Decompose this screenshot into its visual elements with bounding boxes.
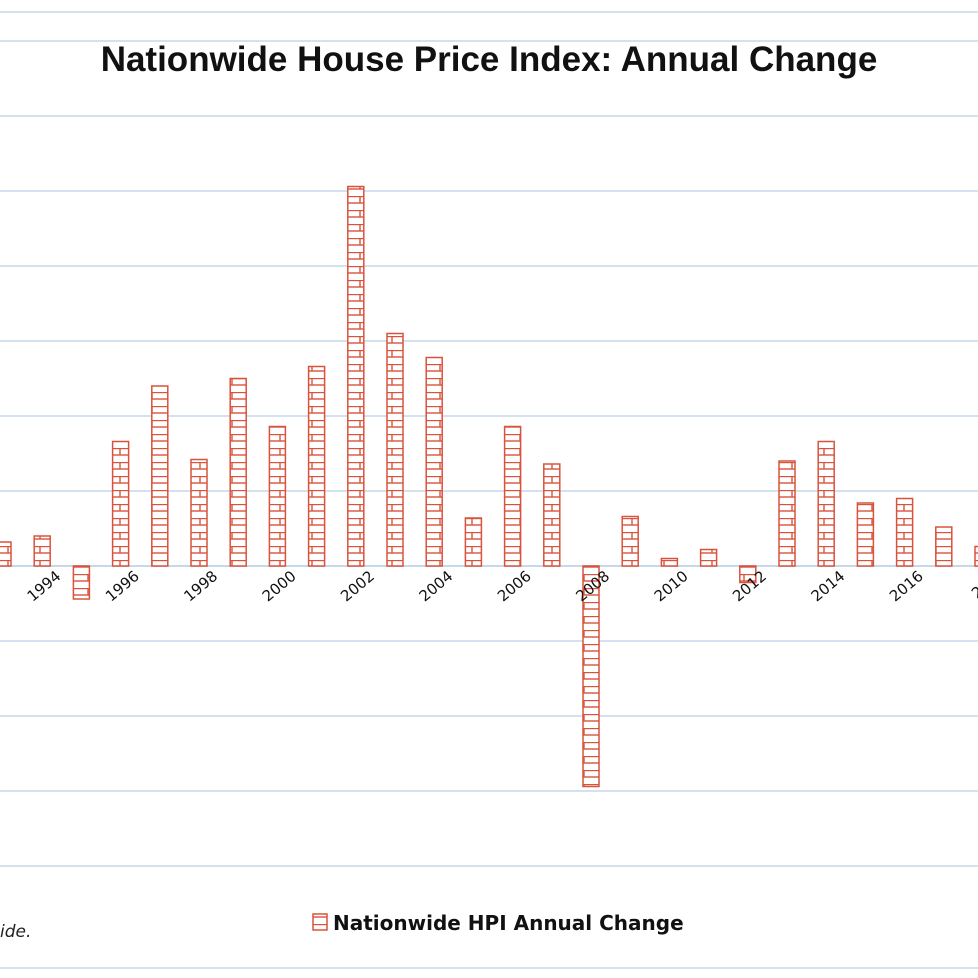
bar-2017 [935,526,953,567]
bar-2003 [386,332,404,567]
bar-1998 [190,458,208,567]
bar-1999 [229,377,247,567]
bar-1997 [151,385,169,567]
source-note: ide. [0,922,31,942]
bar-1994 [33,535,51,567]
chart-title: Nationwide House Price Index: Annual Cha… [101,40,878,79]
bar-2001 [307,365,326,567]
legend-swatch [312,913,328,931]
bar-2014 [817,440,835,567]
legend: Nationwide HPI Annual Change [312,911,684,935]
bar-2010 [660,557,679,567]
bar-2009 [621,515,639,567]
bar-2016 [895,497,914,567]
bar-1995 [72,565,91,600]
bar-2015 [856,502,875,567]
legend-label: Nationwide HPI Annual Change [333,911,684,935]
bar-2013 [778,460,796,567]
bar-series [0,185,978,788]
bar-2007 [543,463,561,567]
bar-2011 [699,548,718,567]
tick-label-2018: 201 [968,570,978,602]
bar-2012 [739,565,757,584]
bar-2005 [464,517,483,567]
bar-2018 [974,545,978,567]
bar-1993 [0,541,12,567]
bar-2000 [268,425,287,567]
bar-1996 [111,440,130,567]
bar-2004 [425,356,443,567]
bar-2002 [347,185,365,567]
bar-2008 [582,565,600,788]
bar-2006 [503,425,522,567]
